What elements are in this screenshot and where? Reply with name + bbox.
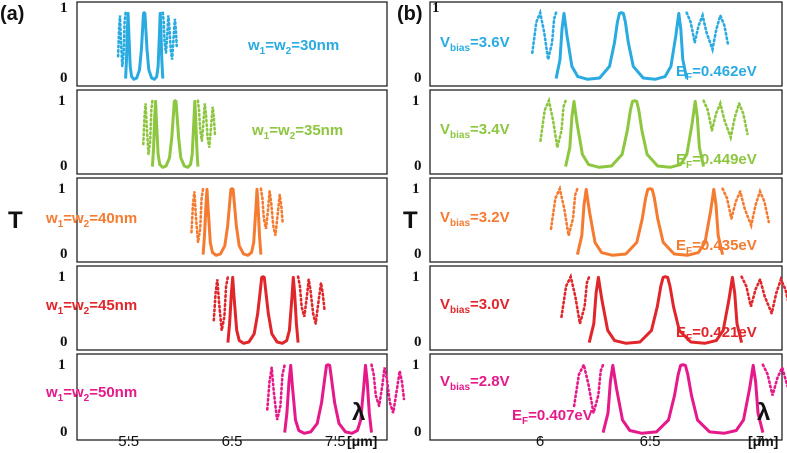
series-dotted-left	[190, 187, 205, 243]
series-solid-line	[201, 187, 263, 257]
x-tick-label: 6.5	[640, 433, 661, 450]
panel-a-top-tick: 1	[60, 0, 68, 16]
x-tick-label: 7.5	[325, 433, 346, 450]
x-tick-label: 6	[536, 433, 544, 450]
series-dotted-left	[539, 96, 567, 148]
series-dotted-right	[740, 275, 787, 318]
panel-label-b: (b)	[397, 3, 423, 25]
series-dotted-right	[721, 187, 771, 230]
series-dotted-right	[161, 11, 178, 60]
y-tick-label: 0	[414, 424, 422, 440]
y-tick-label: 0	[60, 334, 68, 350]
series-label-fermi: EF=0.462eV	[676, 63, 757, 83]
series-solid-line	[283, 363, 373, 435]
series-label: w1=w2=45nm	[45, 297, 137, 317]
series-dotted-right	[196, 99, 217, 148]
lambda-symbol-b: λ	[757, 399, 770, 426]
y-tick-label: 1	[412, 93, 420, 109]
series-label: w1=w2=35nm	[251, 122, 343, 142]
series-solid-line	[564, 99, 706, 169]
series-label: w1=w2=50nm	[45, 384, 137, 404]
x-unit-b: [μm]	[748, 433, 778, 449]
y-tick-label: 1	[58, 269, 66, 285]
series-dotted-right	[259, 187, 284, 236]
panel-label-a: (a)	[0, 3, 24, 25]
y-axis-symbol-b: T	[403, 207, 418, 234]
y-tick-label: 0	[60, 246, 68, 262]
series-dotted-left	[572, 360, 605, 414]
lambda-symbol-a: λ	[352, 399, 365, 426]
y-tick-label: 0	[60, 424, 68, 440]
plot-frame	[429, 1, 783, 87]
plot-frame	[76, 89, 388, 175]
plot-frame	[429, 265, 783, 351]
series-dotted-left	[265, 363, 287, 421]
series-dotted-right	[761, 363, 787, 396]
series-solid-line	[601, 363, 765, 435]
plot-frame	[429, 177, 783, 263]
series-dotted-left	[212, 275, 230, 331]
series-dotted-left	[549, 184, 579, 236]
series-dotted-right	[370, 363, 406, 414]
series-dotted-right	[296, 275, 326, 324]
plot-frame	[429, 89, 783, 175]
y-tick-label: 0	[414, 70, 422, 86]
series-solid-line	[575, 187, 725, 257]
y-tick-label: 1	[412, 269, 420, 285]
y-tick-label: 1	[412, 357, 420, 373]
panel-a: 0 w1=w2=30nm 1 0 w1=w2=35nm 1 0 w1=w2=40nm 1 0 w1=…	[45, 1, 406, 441]
series-solid-line	[124, 11, 165, 81]
y-tick-label: 0	[60, 70, 68, 86]
series-dotted-left	[142, 99, 154, 155]
series-label-fermi: EF=0.435eV	[676, 237, 757, 257]
plot-frame	[429, 353, 783, 441]
plot-frame	[76, 265, 388, 351]
series-label-vbias: Vbias=3.2V	[440, 209, 510, 229]
panel-b: 0 Vbias=3.6V EF=0.462eV 1 0 Vbias=3.4V EF=0.44…	[412, 1, 787, 441]
series-label-vbias: Vbias=2.8V	[440, 373, 510, 393]
series-dotted-left	[530, 8, 558, 60]
series-dotted-right	[685, 11, 730, 55]
y-tick-label: 0	[414, 158, 422, 174]
y-tick-label: 0	[414, 246, 422, 262]
x-tick-label: 5.5	[118, 433, 139, 450]
series-label-vbias: Vbias=3.6V	[440, 34, 510, 54]
series-label: w1=w2=40nm	[45, 210, 137, 230]
y-tick-label: 0	[414, 334, 422, 350]
series-label-fermi: EF=0.449eV	[676, 151, 757, 171]
x-unit-a: [μm]	[347, 433, 377, 449]
x-tick-label: 6.5	[222, 433, 243, 450]
series-label-vbias: Vbias=3.4V	[440, 121, 510, 141]
x-tick-label: 7	[756, 433, 764, 450]
y-tick-label: 1	[58, 181, 66, 197]
series-dotted-left	[116, 11, 127, 67]
y-tick-label: 1	[58, 357, 66, 373]
y-tick-label: 1	[58, 93, 66, 109]
x-ticks-b: 6 6.5 7	[536, 433, 764, 450]
series-solid-line	[554, 11, 689, 81]
plot-frame	[76, 177, 388, 263]
panel-b-top-tick: 1	[432, 0, 440, 16]
series-solid-line	[587, 275, 744, 345]
y-axis-symbol-a: T	[8, 207, 23, 234]
x-ticks-a: 5.5 6.5 7.5	[118, 433, 346, 450]
series-label-vbias: Vbias=3.0V	[440, 296, 510, 316]
y-tick-label: 1	[412, 181, 420, 197]
series-solid-line	[150, 99, 200, 169]
plot-frame	[76, 1, 388, 87]
series-dotted-left	[560, 272, 591, 324]
y-tick-label: 0	[60, 158, 68, 174]
series-label-fermi: EF=0.421eV	[676, 324, 757, 344]
series-dotted-right	[702, 99, 749, 143]
series-label-fermi: EF=0.407eV	[512, 407, 593, 427]
series-label: w1=w2=30nm	[247, 37, 339, 57]
series-solid-line	[226, 275, 300, 345]
